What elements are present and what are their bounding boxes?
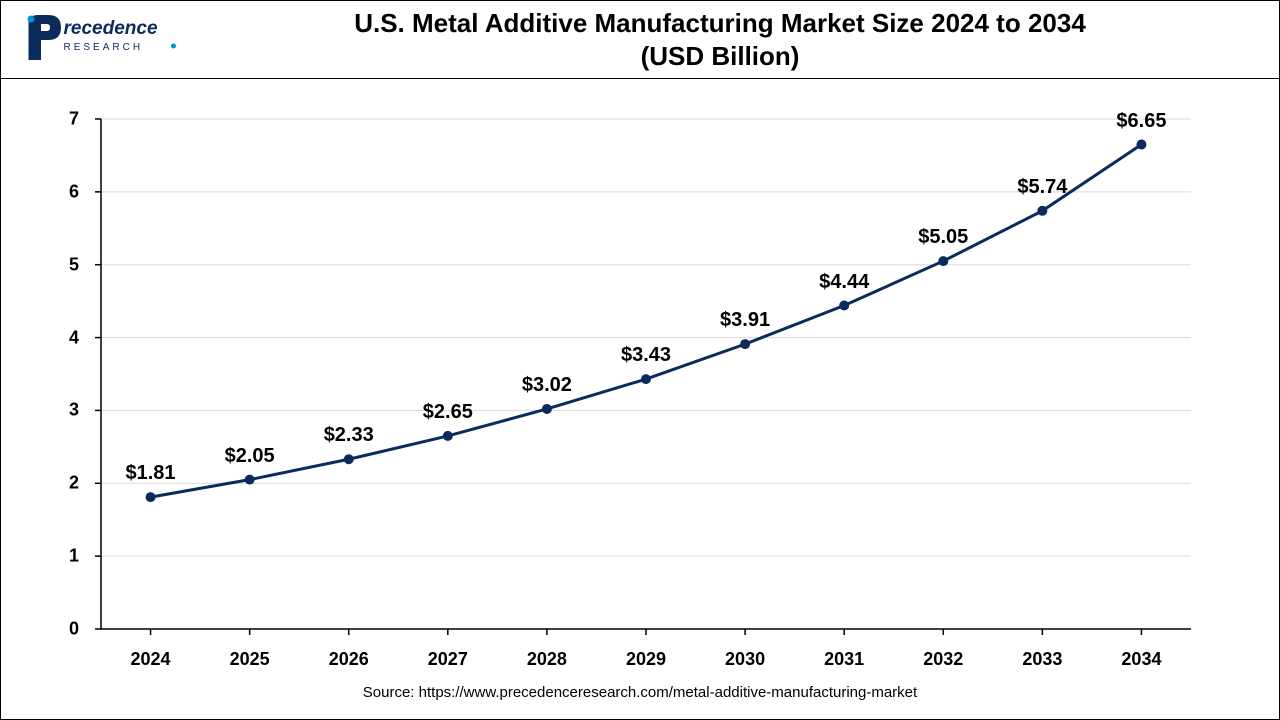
title-line-1: U.S. Metal Additive Manufacturing Market… xyxy=(354,8,1086,38)
y-tick-label: 7 xyxy=(49,109,79,130)
data-point-label: $3.02 xyxy=(522,374,572,397)
x-tick-label: 2024 xyxy=(111,649,191,670)
x-tick-label: 2030 xyxy=(705,649,785,670)
y-tick-label: 1 xyxy=(49,546,79,567)
data-point-label: $6.65 xyxy=(1116,110,1166,133)
svg-text:recedence: recedence xyxy=(64,18,158,39)
chart-container: recedence RESEARCH U.S. Metal Additive M… xyxy=(0,0,1280,720)
y-tick-label: 3 xyxy=(49,400,79,421)
x-tick-label: 2032 xyxy=(903,649,983,670)
precedence-logo-icon: recedence RESEARCH xyxy=(21,10,211,70)
x-tick-label: 2034 xyxy=(1101,649,1181,670)
y-tick-label: 5 xyxy=(49,254,79,275)
y-tick-label: 4 xyxy=(49,327,79,348)
y-tick-label: 6 xyxy=(49,181,79,202)
chart-area: 0 1 2 3 4 5 6 7 2024 2025 2026 2027 2028 2029 2030 203… xyxy=(1,79,1279,719)
data-point-label: $4.44 xyxy=(819,271,869,294)
header: recedence RESEARCH U.S. Metal Additive M… xyxy=(1,1,1279,79)
data-point-label: $1.81 xyxy=(126,462,176,485)
data-point-label: $3.91 xyxy=(720,309,770,332)
title-line-2: (USD Billion) xyxy=(641,41,800,71)
x-tick-label: 2033 xyxy=(1002,649,1082,670)
chart-title: U.S. Metal Additive Manufacturing Market… xyxy=(221,7,1279,72)
x-tick-label: 2031 xyxy=(804,649,884,670)
x-tick-label: 2029 xyxy=(606,649,686,670)
x-tick-label: 2027 xyxy=(408,649,488,670)
data-point-label: $5.05 xyxy=(918,226,968,249)
x-tick-label: 2028 xyxy=(507,649,587,670)
data-point-label: $2.05 xyxy=(225,445,275,468)
y-tick-label: 0 xyxy=(49,619,79,640)
data-point-label: $2.65 xyxy=(423,401,473,424)
source-text: Source: https://www.precedenceresearch.c… xyxy=(1,684,1279,701)
x-tick-label: 2025 xyxy=(210,649,290,670)
svg-text:RESEARCH: RESEARCH xyxy=(64,42,144,53)
y-tick-label: 2 xyxy=(49,473,79,494)
data-point-label: $2.33 xyxy=(324,424,374,447)
x-tick-label: 2026 xyxy=(309,649,389,670)
data-point-label: $5.74 xyxy=(1017,176,1067,199)
logo: recedence RESEARCH xyxy=(1,10,221,70)
data-point-label: $3.43 xyxy=(621,344,671,367)
